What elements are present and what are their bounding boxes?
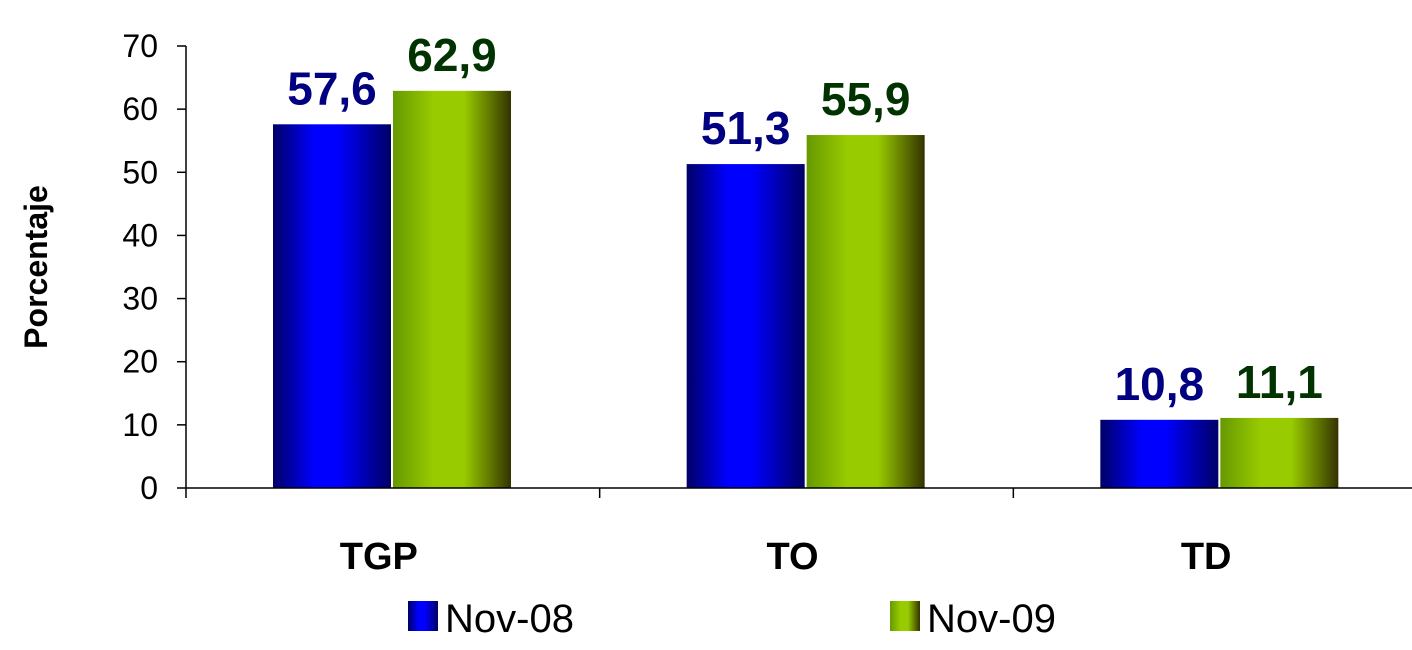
- data-label: 55,9: [821, 73, 911, 125]
- y-tick-label: 0: [140, 470, 158, 506]
- bar-nov-08-tgp: [273, 124, 391, 488]
- bars-group: [273, 90, 1339, 489]
- legend-label: Nov-08: [445, 597, 574, 641]
- data-label: 57,6: [287, 62, 377, 114]
- data-labels-group: 57,6 62,9 51,3 55,9 10,8 11,1: [287, 29, 1323, 410]
- data-label: 62,9: [407, 29, 497, 81]
- legend-label: Nov-09: [927, 597, 1056, 641]
- bar-nov-08-to: [686, 164, 805, 488]
- y-axis-ticks: 0 10 20 30 40 50 60 70: [122, 28, 187, 506]
- y-tick-label: 50: [122, 154, 158, 190]
- x-axis: TGP TO TD: [185, 487, 1412, 578]
- x-tick-label: TGP: [340, 536, 418, 578]
- data-label: 11,1: [1236, 356, 1323, 408]
- y-tick-label: 30: [122, 281, 158, 317]
- bar-nov-08-td: [1100, 419, 1219, 488]
- data-label: 51,3: [701, 102, 791, 154]
- y-tick-label: 40: [122, 217, 158, 253]
- legend: Nov-08 Nov-09: [408, 597, 1056, 641]
- y-tick-label: 20: [122, 344, 158, 380]
- bar-nov-09-td: [1220, 417, 1339, 488]
- y-axis-label: Porcentaje: [18, 185, 54, 349]
- bar-nov-09-to: [806, 135, 925, 488]
- x-tick-label: TD: [1181, 536, 1232, 578]
- y-tick-label: 70: [122, 28, 158, 64]
- x-tick-label: TO: [766, 536, 818, 578]
- legend-swatch: [408, 601, 438, 631]
- y-tick-label: 10: [122, 407, 158, 443]
- y-tick-label: 60: [122, 91, 158, 127]
- bar-nov-09-tgp: [393, 90, 511, 489]
- legend-swatch: [890, 601, 920, 631]
- data-label: 10,8: [1115, 358, 1205, 410]
